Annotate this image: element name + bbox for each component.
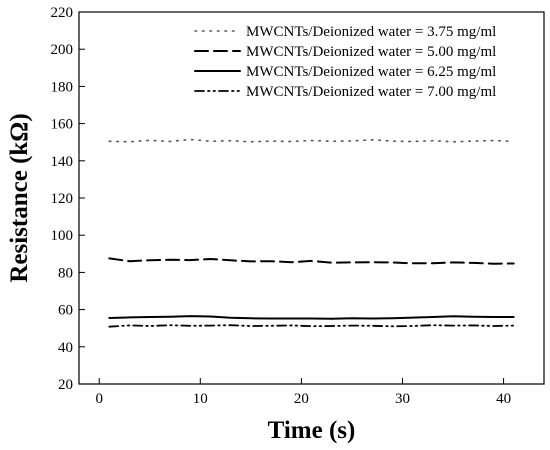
- y-tick-label: 160: [51, 117, 74, 133]
- y-tick-label: 140: [51, 154, 74, 170]
- series-line-4: [108, 324, 515, 328]
- x-tick-label: 0: [95, 391, 103, 407]
- y-tick-label: 120: [51, 191, 74, 207]
- y-tick-label: 20: [58, 377, 73, 393]
- legend-label: MWCNTs/Deionized water = 7.00 mg/ml: [246, 84, 496, 100]
- legend: MWCNTs/Deionized water = 3.75 mg/ml MWCNT…: [194, 24, 496, 100]
- y-tick-label: 200: [51, 42, 74, 58]
- x-axis-ticks: 0 10 20 30 40: [95, 378, 511, 407]
- series-line-1: [108, 138, 515, 143]
- x-tick-label: 30: [395, 391, 410, 407]
- legend-label: MWCNTs/Deionized water = 3.75 mg/ml: [246, 24, 496, 40]
- x-axis-title: Time (s): [268, 417, 356, 444]
- x-tick-label: 10: [193, 391, 208, 407]
- legend-label: MWCNTs/Deionized water = 6.25 mg/ml: [246, 64, 496, 80]
- y-axis-title: Resistance (kΩ): [6, 113, 33, 282]
- y-axis-ticks: 20 40 60 80 100 120 140 160 180 200 220: [51, 5, 85, 393]
- y-tick-label: 40: [58, 340, 73, 356]
- y-tick-label: 220: [51, 5, 74, 21]
- y-tick-label: 180: [51, 79, 74, 95]
- legend-label: MWCNTs/Deionized water = 5.00 mg/ml: [246, 44, 496, 60]
- series-line-2: [108, 257, 515, 265]
- series-line-3: [108, 315, 515, 320]
- series-layer: [108, 138, 515, 328]
- y-tick-label: 80: [58, 265, 73, 281]
- x-tick-label: 20: [294, 391, 309, 407]
- y-tick-label: 100: [51, 228, 74, 244]
- x-tick-label: 40: [496, 391, 511, 407]
- y-tick-label: 60: [58, 303, 73, 319]
